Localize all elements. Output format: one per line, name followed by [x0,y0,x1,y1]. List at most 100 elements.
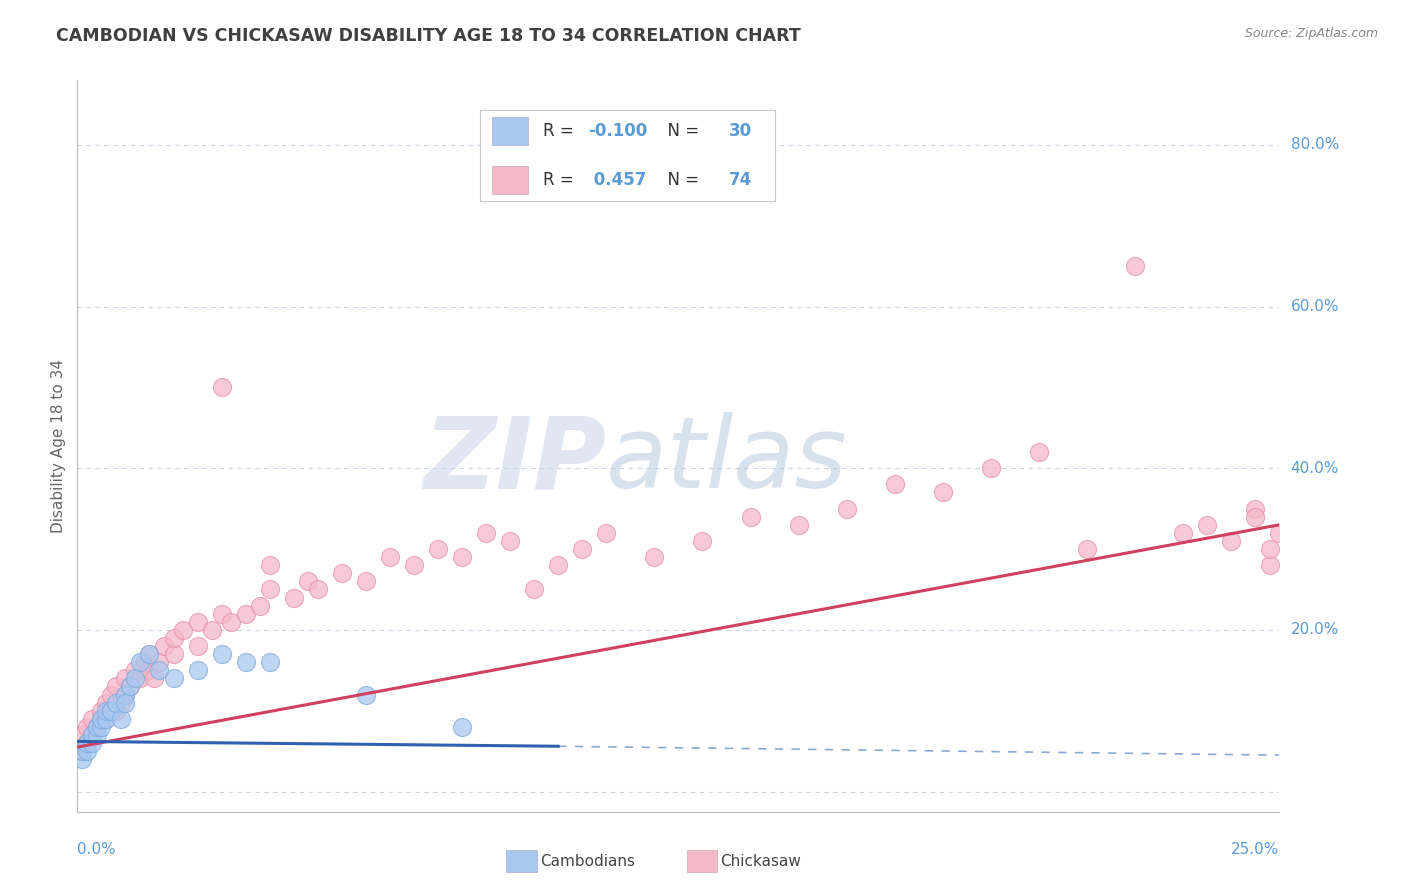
Point [120,680,142,694]
Bar [686,850,717,872]
Point [883,477,905,491]
Point [80,728,103,742]
Point [1173,525,1195,540]
Point [138,663,160,677]
Text: 30: 30 [728,121,752,140]
Point [523,582,546,597]
Point [427,542,450,557]
Point [451,720,474,734]
Point [259,558,281,573]
Point [80,736,103,750]
Point [120,680,142,694]
Point [90,712,112,726]
Point [186,615,209,629]
Point [354,574,377,589]
Point [475,525,498,540]
Point [595,525,617,540]
Point [1076,542,1098,557]
Point [104,704,127,718]
Text: Cambodians: Cambodians [540,854,636,869]
Point [138,647,160,661]
Point [307,582,329,597]
Point [90,720,112,734]
Point [201,623,224,637]
Point [259,582,281,597]
Point [186,663,209,677]
Point [104,680,127,694]
Point [80,712,103,726]
Text: Source: ZipAtlas.com: Source: ZipAtlas.com [1244,27,1378,40]
Point [114,696,136,710]
Point [402,558,425,573]
Point [643,550,665,565]
Point [114,688,136,702]
Point [378,550,401,565]
Point [211,607,233,621]
Point [1244,501,1267,516]
Point [124,671,146,685]
Point [148,663,170,677]
Point [186,639,209,653]
Bar [492,117,529,145]
Text: CAMBODIAN VS CHICKASAW DISABILITY AGE 18 TO 34 CORRELATION CHART: CAMBODIAN VS CHICKASAW DISABILITY AGE 18… [56,27,801,45]
Point [283,591,305,605]
Text: -0.100: -0.100 [588,121,648,140]
Point [451,550,474,565]
Point [297,574,319,589]
Text: N =: N = [657,121,704,140]
Point [547,558,569,573]
Point [211,647,233,661]
Point [980,461,1002,475]
Point [1123,259,1146,273]
Text: 40.0%: 40.0% [1291,461,1339,475]
Point [499,533,522,548]
Point [90,712,112,726]
Point [211,380,233,394]
FancyBboxPatch shape [479,110,775,201]
Text: ZIP: ZIP [423,412,606,509]
Point [249,599,271,613]
Point [70,752,93,766]
Point [1258,542,1281,557]
Point [100,704,122,718]
Point [235,655,257,669]
Point [1028,445,1050,459]
Bar [492,166,529,194]
Point [172,623,194,637]
Point [86,728,108,742]
Point [100,704,122,718]
Point [114,688,136,702]
Point [124,663,146,677]
Point [148,655,170,669]
Point [1220,533,1243,548]
Point [70,744,93,758]
Text: 74: 74 [728,170,752,189]
Point [235,607,257,621]
Point [1258,558,1281,573]
Point [96,696,118,710]
Point [128,671,150,685]
Point [96,704,118,718]
Text: 80.0%: 80.0% [1291,137,1339,153]
Bar [506,850,537,872]
Point [1244,509,1267,524]
Point [692,533,714,548]
Point [86,720,108,734]
Point [70,744,93,758]
Text: 25.0%: 25.0% [1232,842,1279,857]
Point [134,655,156,669]
Text: Chickasaw: Chickasaw [720,854,801,869]
Point [354,688,377,702]
Point [110,696,132,710]
Text: 60.0%: 60.0% [1291,299,1339,314]
Point [128,655,150,669]
Point [153,639,176,653]
Point [76,720,98,734]
Point [787,517,810,532]
Text: 0.457: 0.457 [588,170,647,189]
Point [114,671,136,685]
Text: N =: N = [657,170,704,189]
Text: atlas: atlas [606,412,848,509]
Point [330,566,353,581]
Point [162,647,184,661]
